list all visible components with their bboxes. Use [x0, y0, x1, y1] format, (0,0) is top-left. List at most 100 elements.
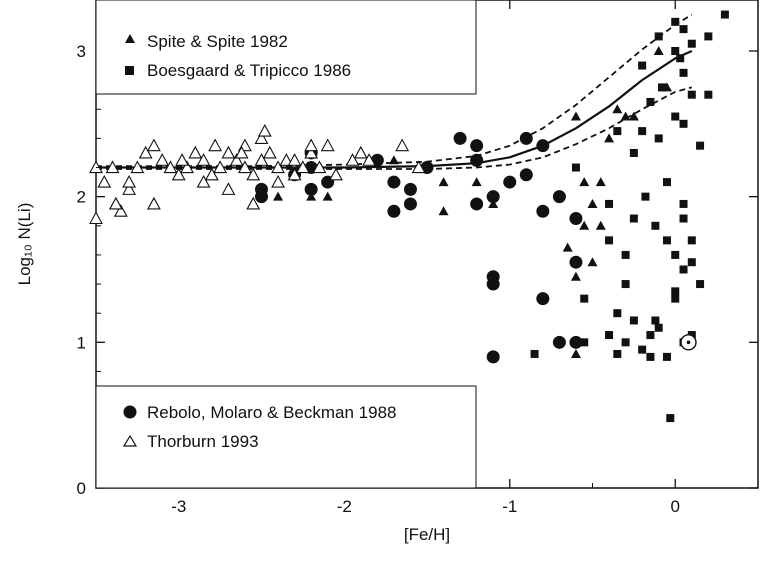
legend-bottom-box	[95, 385, 477, 489]
data-points	[89, 10, 729, 423]
point-spite	[488, 198, 499, 208]
point-spite	[438, 206, 449, 216]
legend-label-spite: Spite & Spite 1982	[147, 32, 288, 51]
point-thorburn	[105, 160, 120, 174]
point-boesgaard	[580, 338, 589, 347]
point-spite	[579, 177, 590, 187]
sun-symbol-dot	[686, 340, 691, 345]
point-rebolo	[486, 190, 500, 204]
point-thorburn	[395, 138, 410, 152]
point-boesgaard	[671, 112, 680, 121]
point-boesgaard	[662, 178, 671, 187]
legend-label-thorburn: Thorburn 1993	[147, 432, 259, 451]
point-boesgaard	[671, 294, 680, 303]
point-boesgaard	[671, 250, 680, 259]
point-boesgaard	[662, 352, 671, 361]
point-thorburn	[254, 131, 269, 144]
legend-marker-thorburn	[122, 434, 138, 447]
point-boesgaard	[671, 17, 680, 26]
point-boesgaard	[666, 414, 675, 423]
point-thorburn	[262, 145, 277, 159]
point-thorburn	[108, 196, 123, 210]
point-boesgaard	[638, 127, 647, 136]
point-thorburn	[208, 138, 223, 152]
point-spite	[587, 257, 598, 267]
legend-top: Spite & Spite 1982 Boesgaard & Tripicco …	[95, 0, 477, 95]
legend-marker-spite	[125, 34, 135, 43]
point-thorburn	[221, 182, 236, 195]
point-thorburn	[89, 211, 103, 225]
point-spite	[612, 104, 623, 114]
point-boesgaard	[621, 280, 630, 289]
point-thorburn	[362, 153, 377, 166]
point-thorburn	[312, 160, 327, 174]
point-boesgaard	[679, 199, 688, 208]
point-thorburn	[345, 153, 360, 166]
point-spite	[628, 111, 639, 121]
x-tick-label: -3	[171, 497, 186, 516]
point-rebolo	[569, 335, 583, 349]
point-boesgaard	[605, 236, 614, 245]
point-thorburn	[329, 167, 343, 181]
point-rebolo	[503, 175, 517, 189]
point-spite	[653, 45, 664, 55]
point-boesgaard	[654, 32, 663, 41]
x-tick-label: 0	[671, 497, 680, 516]
point-thorburn	[122, 174, 137, 188]
x-tick-label: -1	[502, 497, 517, 516]
point-rebolo	[403, 197, 417, 211]
point-thorburn	[171, 167, 186, 181]
legend-marker-boesgaard	[125, 66, 134, 75]
point-boesgaard	[613, 127, 622, 136]
point-thorburn	[304, 138, 319, 152]
point-rebolo	[552, 335, 566, 349]
point-thorburn	[97, 174, 112, 188]
point-thorburn	[271, 160, 285, 174]
point-rebolo	[486, 277, 500, 291]
model-curve-solid	[96, 49, 693, 169]
point-boesgaard	[651, 316, 660, 325]
point-rebolo	[470, 197, 484, 211]
point-boesgaard	[646, 331, 655, 340]
point-rebolo	[403, 182, 417, 196]
point-thorburn	[113, 204, 128, 217]
point-spite	[604, 133, 615, 143]
point-spite	[587, 198, 598, 208]
point-spite	[570, 271, 581, 281]
point-rebolo	[387, 204, 401, 218]
point-boesgaard	[605, 331, 614, 340]
point-boesgaard	[629, 148, 638, 157]
point-thorburn	[353, 145, 368, 159]
point-thorburn	[257, 123, 272, 137]
point-boesgaard	[679, 214, 688, 223]
point-spite	[562, 242, 573, 252]
point-rebolo	[486, 350, 500, 364]
legend-top-box	[95, 0, 477, 95]
point-thorburn	[238, 160, 252, 174]
point-boesgaard	[629, 214, 638, 223]
point-rebolo	[519, 131, 533, 145]
point-rebolo	[569, 212, 583, 226]
legend-label-rebolo: Rebolo, Molaro & Beckman 1988	[147, 403, 396, 422]
point-thorburn	[246, 196, 261, 210]
point-boesgaard	[621, 250, 630, 259]
point-thorburn	[138, 145, 153, 159]
point-spite	[570, 348, 581, 358]
point-boesgaard	[704, 90, 713, 99]
point-boesgaard	[638, 61, 647, 70]
point-boesgaard	[687, 236, 696, 245]
point-boesgaard	[651, 221, 660, 230]
point-boesgaard	[671, 287, 680, 296]
y-tick-label: 2	[77, 188, 86, 207]
point-thorburn	[196, 153, 211, 166]
point-boesgaard	[658, 83, 667, 92]
point-boesgaard	[720, 10, 729, 19]
sun-symbol-icon	[680, 334, 697, 351]
point-boesgaard	[676, 54, 685, 63]
point-boesgaard	[654, 323, 663, 332]
point-spite	[595, 177, 606, 187]
point-boesgaard	[621, 338, 630, 347]
point-rebolo	[519, 168, 533, 182]
point-thorburn	[146, 138, 161, 152]
point-boesgaard	[679, 68, 688, 77]
